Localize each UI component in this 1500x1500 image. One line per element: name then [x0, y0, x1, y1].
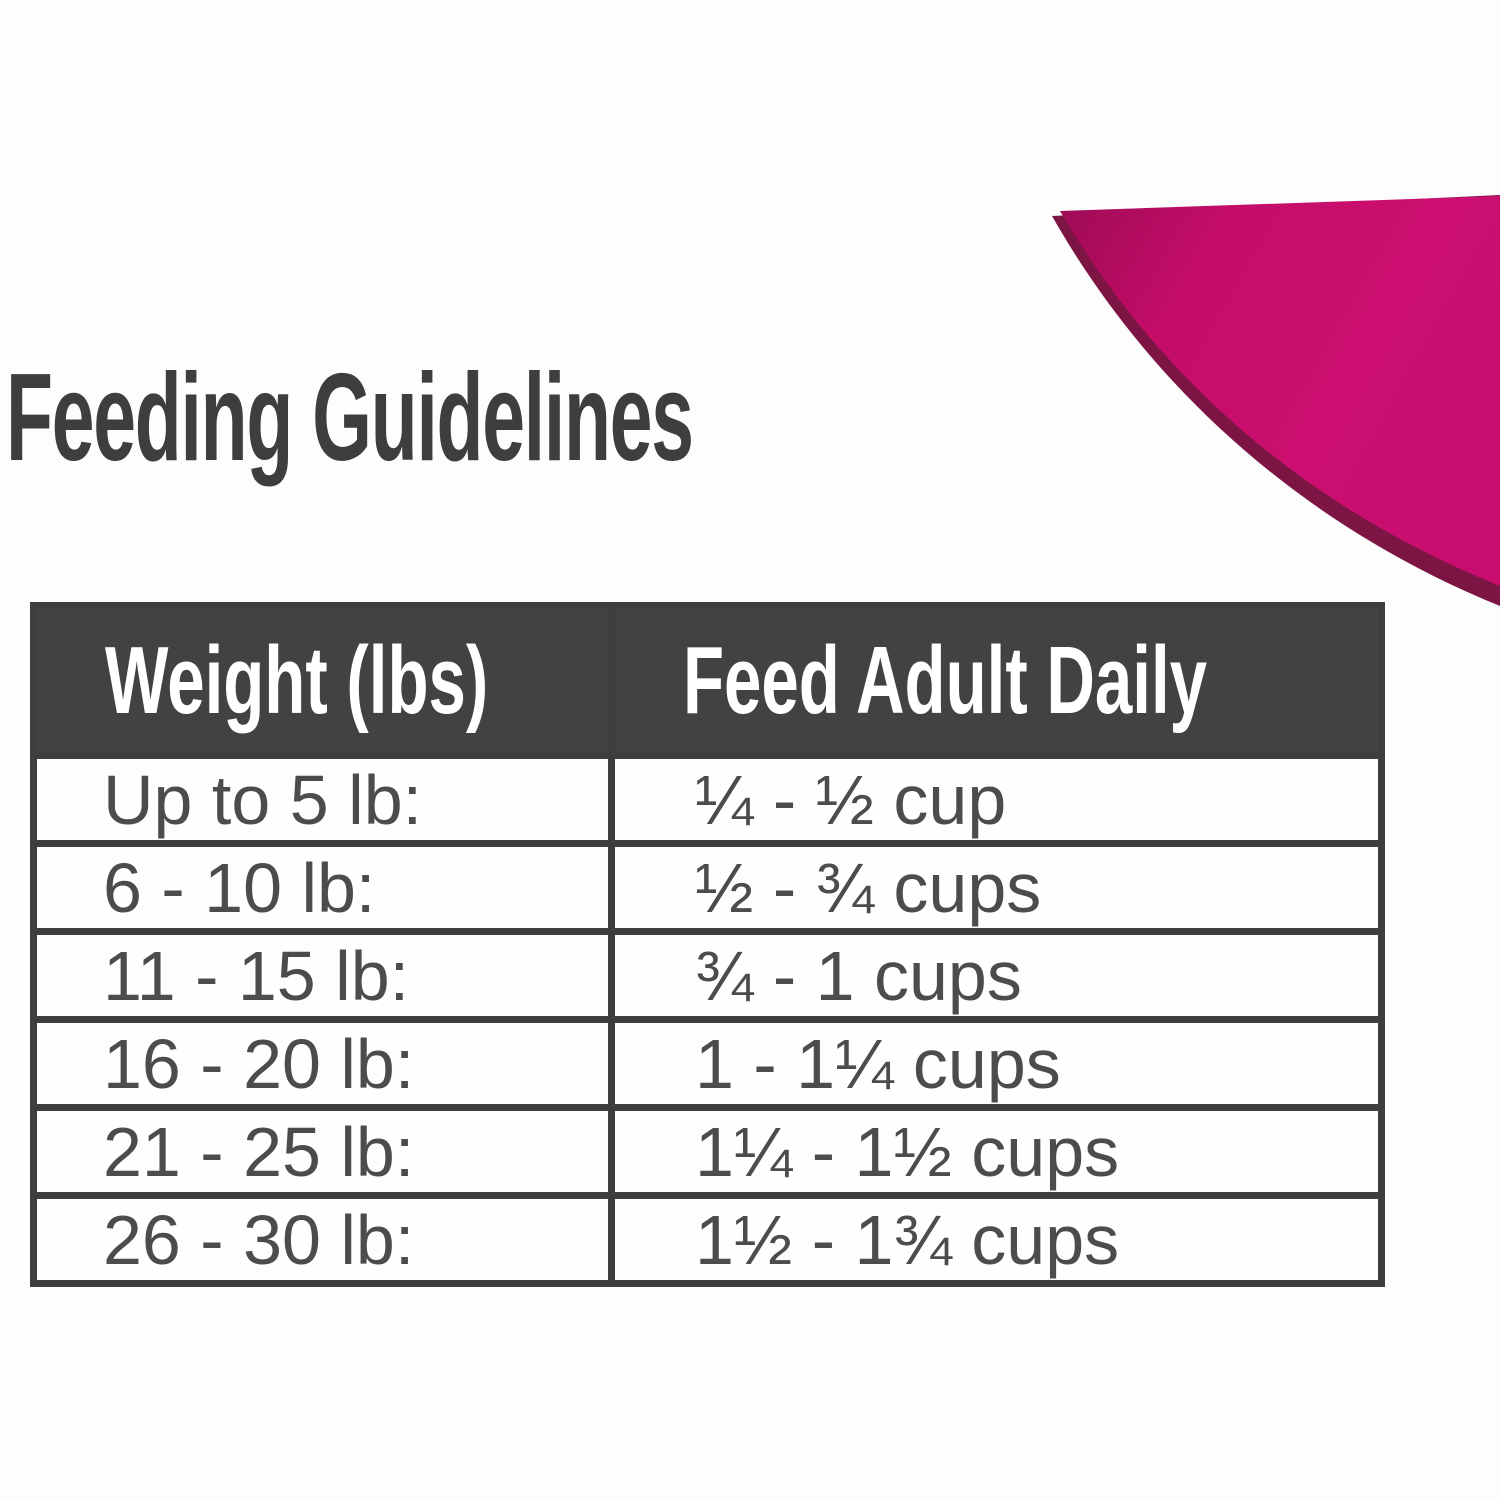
- weight-cell: 11 - 15 lb:: [30, 928, 615, 1023]
- table-row: 21 - 25 lb: 1¼ - 1½ cups: [30, 1104, 1385, 1199]
- amount-cell: 1½ - 1¾ cups: [608, 1192, 1385, 1287]
- table-row: 26 - 30 lb: 1½ - 1¾ cups: [30, 1192, 1385, 1287]
- amount-cell: 1¼ - 1½ cups: [608, 1104, 1385, 1199]
- weight-cell: Up to 5 lb:: [30, 752, 615, 847]
- amount-cell: ¼ - ½ cup: [608, 752, 1385, 847]
- weight-cell: 16 - 20 lb:: [30, 1016, 615, 1111]
- table-row: 11 - 15 lb: ¾ - 1 cups: [30, 928, 1385, 1023]
- weight-cell: 26 - 30 lb:: [30, 1192, 615, 1287]
- column-header-weight: Weight (lbs): [30, 602, 615, 759]
- table-row: 16 - 20 lb: 1 - 1¼ cups: [30, 1016, 1385, 1111]
- swoosh-body: [1060, 196, 1500, 586]
- amount-cell: 1 - 1¼ cups: [608, 1016, 1385, 1111]
- column-header-feed-adult-daily: Feed Adult Daily: [608, 602, 1385, 759]
- table-row: 6 - 10 lb: ½ - ¾ cups: [30, 840, 1385, 935]
- feeding-guidelines-table: Weight (lbs) Feed Adult Daily Up to 5 lb…: [30, 602, 1385, 1287]
- table-header-row: Weight (lbs) Feed Adult Daily: [30, 602, 1385, 759]
- weight-cell: 6 - 10 lb:: [30, 840, 615, 935]
- page-title: Feeding Guidelines: [6, 356, 1114, 480]
- table-row: Up to 5 lb: ¼ - ½ cup: [30, 752, 1385, 847]
- amount-cell: ½ - ¾ cups: [608, 840, 1385, 935]
- page-title-text: Feeding Guidelines: [6, 349, 694, 487]
- amount-cell: ¾ - 1 cups: [608, 928, 1385, 1023]
- weight-cell: 21 - 25 lb:: [30, 1104, 615, 1199]
